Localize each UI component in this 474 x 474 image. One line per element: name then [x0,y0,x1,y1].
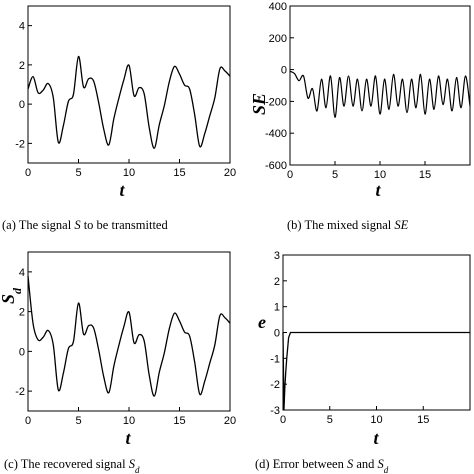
panel-b-mixed-signal-line [289,70,471,118]
x-tick-label: 10 [370,414,382,426]
x-tick-label: 0 [287,169,293,181]
y-tick-label: -3 [270,405,280,417]
panel-d-ylabel: e [258,312,266,332]
x-tick-label: 0 [25,167,31,179]
y-tick-label: 3 [274,250,280,262]
x-tick-label: 10 [123,167,135,179]
y-tick-label: 2 [19,60,25,72]
x-tick-label: 5 [75,167,81,179]
x-tick-label: 15 [173,415,185,427]
y-tick-label: 4 [19,21,25,33]
x-tick-label: 20 [224,167,236,179]
panel-d-error-line [282,331,470,411]
panel-d-xlabel: t [373,428,379,448]
y-tick-label: 4 [19,267,25,279]
panel-a: 0 5 10 15 20 -2 0 2 4 t (a) The signal S to be t… [2,5,236,232]
y-tick-label: 0 [281,65,287,77]
panel-c-recovered-signal-line [27,275,231,397]
y-tick-label: -2 [15,386,25,398]
x-tick-label: 15 [419,169,431,181]
x-tick-label: 10 [374,169,386,181]
panel-c-caption: (c) The recovered signal Sd [4,457,140,474]
x-tick-label: 0 [25,415,31,427]
panel-b-xlabel: t [375,180,381,200]
y-tick-label: 200 [269,33,287,45]
panel-b-frame [289,5,471,166]
panel-a-caption: (a) The signal S to be transmitted [2,218,168,232]
panel-d: 0 5 10 15 -3 -2 -1 0 1 2 3 e t (d) Error between S… [255,250,471,474]
x-tick-label: 5 [332,169,338,181]
y-tick-label: 2 [274,276,280,288]
y-tick-label: -2 [270,379,280,391]
y-tick-label: 1 [274,302,280,314]
x-tick-label: 5 [327,414,333,426]
panel-a-signal-line [27,55,231,149]
panel-b: 0 5 10 15 -600 -400 -200 0 200 400 SE t (b) The m… [249,1,471,232]
y-tick-label: -2 [15,138,25,150]
x-tick-label: 10 [123,415,135,427]
y-tick-label: 2 [19,307,25,319]
panel-d-caption: (d) Error between S and Sd [255,457,389,474]
x-tick-label: 20 [224,415,236,427]
panel-c-xlabel: t [125,428,131,448]
panel-b-ylabel: SE [249,93,269,115]
y-tick-label: 0 [19,99,25,111]
panel-c: 0 5 10 15 20 -2 0 2 4 Sd t (c) The recovered sig… [0,251,236,474]
y-tick-label: -400 [265,128,287,140]
y-tick-label: -1 [270,353,280,365]
y-tick-label: 0 [19,346,25,358]
panel-a-xlabel: t [119,180,125,200]
x-tick-label: 0 [280,414,286,426]
x-tick-label: 5 [75,415,81,427]
x-tick-label: 15 [417,414,429,426]
y-tick-label: 0 [274,328,280,340]
y-tick-label: -200 [265,96,287,108]
panel-b-caption: (b) The mixed signal SE [287,218,409,232]
y-tick-label: 400 [269,1,287,13]
panel-c-ylabel: Sd [0,287,24,304]
x-tick-label: 15 [173,167,185,179]
y-tick-label: -600 [265,160,287,172]
